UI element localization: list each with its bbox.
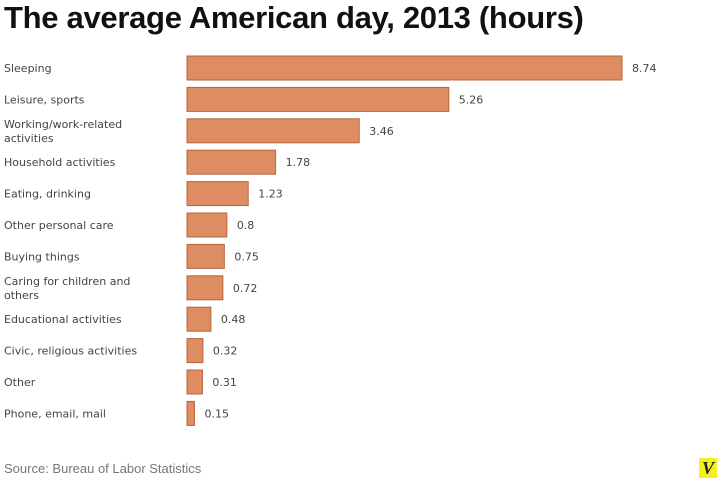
data-label: 0.72 bbox=[233, 282, 258, 295]
category-label: Household activities bbox=[4, 156, 116, 169]
data-label: 5.26 bbox=[459, 93, 484, 106]
category-label: Sleeping bbox=[4, 62, 52, 75]
data-label: 1.78 bbox=[286, 156, 311, 169]
data-label: 0.48 bbox=[221, 313, 246, 326]
data-label: 1.23 bbox=[258, 188, 283, 201]
vox-logo: V bbox=[699, 458, 717, 478]
category-label: Buying things bbox=[4, 250, 80, 263]
category-label: Caring for children and others bbox=[4, 275, 130, 302]
category-label: Other personal care bbox=[4, 219, 114, 232]
data-label: 0.32 bbox=[213, 345, 238, 358]
data-label: 8.74 bbox=[632, 62, 657, 75]
bar bbox=[186, 369, 203, 395]
category-label: Leisure, sports bbox=[4, 93, 85, 106]
category-label: Phone, email, mail bbox=[4, 407, 106, 420]
bar bbox=[186, 306, 212, 332]
bar bbox=[186, 181, 249, 207]
bar bbox=[186, 118, 360, 144]
category-label: Educational activities bbox=[4, 313, 122, 326]
data-label: 0.15 bbox=[204, 407, 229, 420]
bar bbox=[186, 55, 623, 81]
category-label: Working/work-related activities bbox=[4, 118, 122, 145]
bar bbox=[186, 212, 228, 238]
data-label: 3.46 bbox=[369, 125, 394, 138]
category-label: Other bbox=[4, 376, 36, 389]
chart-title: The average American day, 2013 (hours) bbox=[4, 0, 584, 35]
data-label: 0.31 bbox=[212, 376, 237, 389]
bar bbox=[186, 86, 450, 112]
bar bbox=[186, 149, 277, 175]
bar bbox=[186, 243, 225, 269]
data-label: 0.75 bbox=[234, 250, 259, 263]
category-label: Civic, religious activities bbox=[4, 345, 137, 358]
bar bbox=[186, 400, 195, 426]
bar bbox=[186, 275, 224, 301]
source-note: Source: Bureau of Labor Statistics bbox=[4, 461, 202, 476]
data-label: 0.8 bbox=[237, 219, 255, 232]
category-label: Eating, drinking bbox=[4, 188, 91, 201]
bar bbox=[186, 338, 204, 364]
